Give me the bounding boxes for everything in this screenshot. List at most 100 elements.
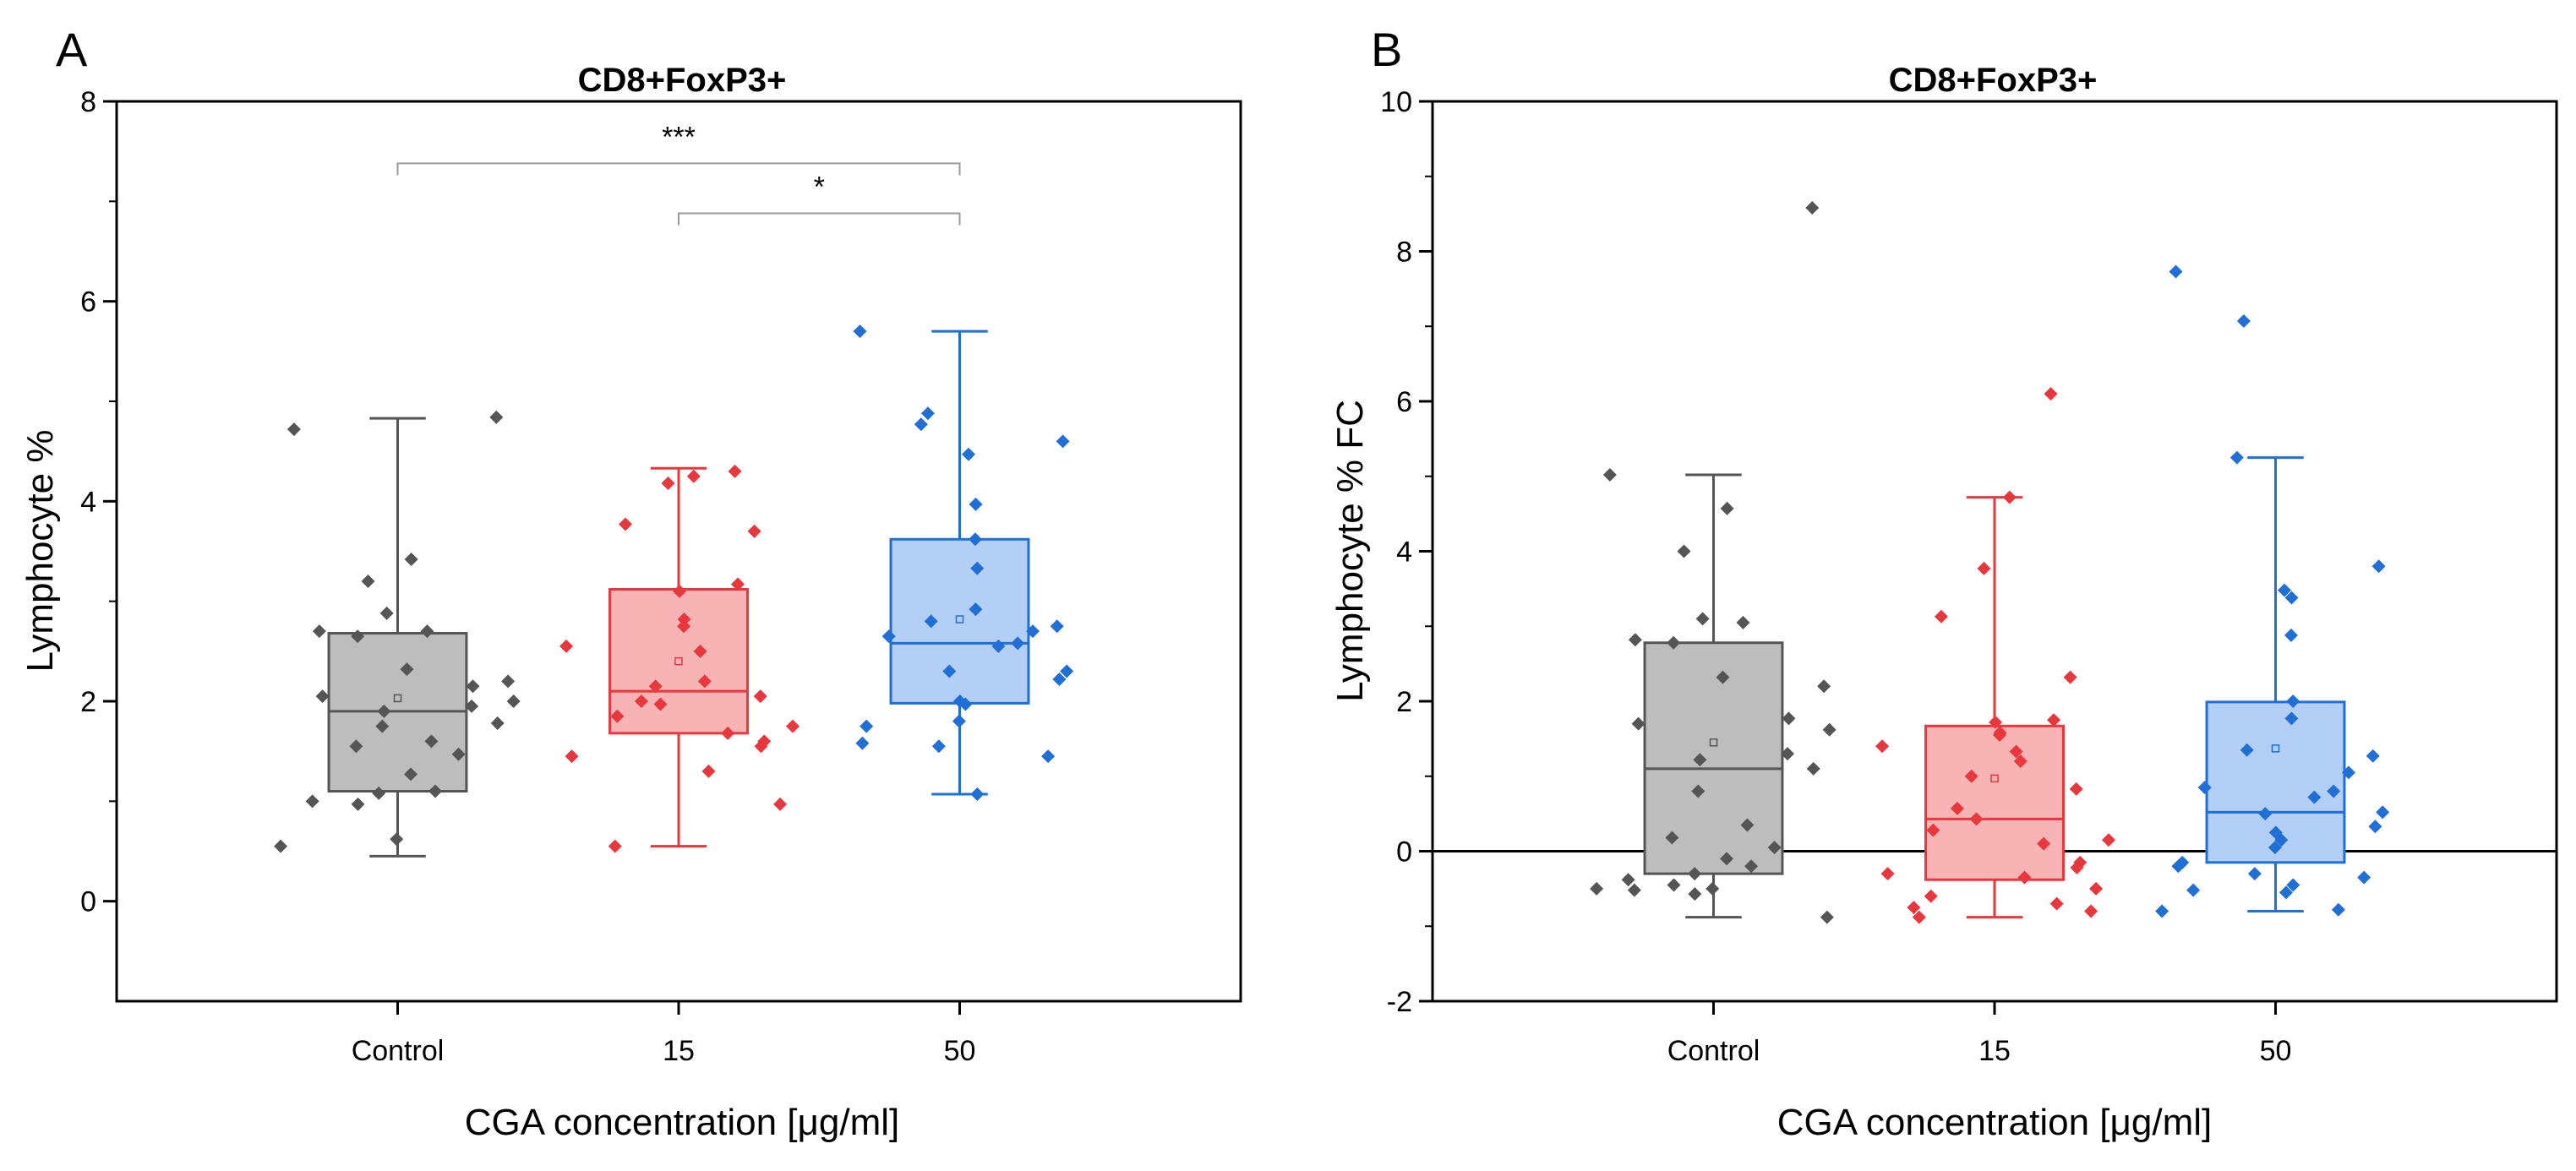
panel-b-y-axis-label: Lymphocyte % FC [1329,400,1371,702]
panel-b-15-data-point [2084,904,2098,918]
panel-b-15-data-point [1875,739,1890,754]
panel-b-50-data-point [2197,781,2212,795]
panel-b-control-data-point [1691,784,1706,798]
panel-a-50-mean-marker [955,615,964,624]
panel-b-15-data-point [1993,727,2007,742]
panel-a-control-data-point [420,624,434,639]
panel-a-50-data-point [970,561,985,575]
panel-b-x-axis-label: CGA concentration [μg/ml] [1777,1102,2212,1143]
panel-a-control-data-point [451,747,466,761]
panel-b-50-data-point [2341,765,2355,780]
panel-b-15-data-point [1964,769,1978,783]
panel-a-control-data-point [315,689,330,704]
panel-a-y-tick-label: 4 [80,486,96,518]
panel-b-plot-frame [1431,100,2558,1003]
panel-b-control-data-point [1822,722,1836,737]
panel-a-15-data-point [701,764,716,778]
panel-a-control-data-point [501,674,516,689]
panel-a-50-data-point [881,629,896,644]
panel-a-control-data-point [372,786,386,800]
panel-a-15-data-point [697,674,712,689]
panel-a-50-data-point [969,497,983,511]
panel-a-control-data-point [351,797,365,811]
panel-a-15-data-point [754,739,768,754]
panel-b-50-data-point [2376,805,2390,820]
panel-b-x-tick-label: 50 [2260,1035,2292,1067]
panel-a-15-data-point [661,477,675,491]
panel-a-significance-label: *** [662,121,696,153]
panel-a-y-axis-label: Lymphocyte % [19,430,61,673]
panel-b-control-data-point [1820,910,1834,924]
panel-a-control-data-point [349,739,363,754]
panel-b-control-data-point [1628,633,1642,647]
panel-b-y-tick-label: 10 [1380,86,1412,118]
panel-b-50-data-point [2307,790,2322,804]
panel-b-15-mean-marker [1990,774,1999,783]
panel-b-control-mean-marker [1709,738,1718,747]
panel-b-control-data-point [1688,867,1702,881]
panel-a-control-data-point [490,716,505,731]
panel-b-15-data-point [1969,812,1984,826]
panel-a-15-data-point [559,639,574,653]
panel-a-control-data-point [424,734,439,749]
panel-a-50-data-point [970,787,985,802]
panel-b-50-data-point [2155,904,2169,918]
panel-a-15-data-point [728,464,742,478]
panel-a-15-data-point [608,839,622,853]
panel-b-50-data-point [2229,450,2244,465]
panel-a-control-mean-marker [393,694,402,703]
panel-b-50-data-point [2236,314,2251,329]
panel-a-control-data-point [428,784,443,798]
panel-b-15-data-point [2063,670,2077,684]
panel-a-control-data-point [377,704,391,718]
panel-a-control-data-point [274,839,288,853]
panel-b-50-data-point [2284,711,2299,726]
panel-a-50-data-point [1056,434,1070,449]
panel-b-control-data-point [1782,711,1796,726]
panel-a-significance-bracket [678,212,961,226]
panel-a-50-data-point [920,406,935,421]
panel-a-50-data-point [853,324,867,339]
panel-a-y-tick-label: 0 [80,886,96,918]
panel-b-15-box [1924,724,2065,881]
panel-b-15-data-point [2070,861,2084,875]
panel-b-control-data-point [1602,467,1617,482]
panel-b-control-data-point [1667,635,1681,650]
panel-a-15-data-point [618,517,632,531]
panel-b-50-data-point [2284,591,2299,605]
panel-b-50-data-point [2169,264,2183,279]
panel-a-50-data-point [961,447,975,461]
panel-a-15-data-point [693,644,707,658]
panel-a-15-data-point [610,709,625,723]
panel-b-control-data-point [1695,612,1710,626]
panel-b-y-tick-label: -2 [1387,986,1412,1018]
panel-b-50-data-point [2286,694,2300,708]
panel-a-50-data-point [958,697,973,711]
panel-a-control-data-point [489,410,504,424]
panel-b-control-data-point [1720,501,1734,515]
panel-b-15-data-point [2009,744,2023,759]
panel-b-50-data-point [2331,902,2345,917]
panel-b-control-data-point [1667,878,1681,892]
panel-b-50-data-point [2240,743,2254,757]
panel-a-50-data-point [942,664,957,678]
panel-a-control-data-point [390,832,404,847]
panel-b-15-data-point [1934,609,1948,624]
panel-b-15-data-point [2069,782,2083,796]
panel-b-50-data-point [2247,867,2262,881]
panel-b-15-data-point [2013,754,2028,768]
panel-b-15-data-point [2049,896,2064,911]
panel-a-control-data-point [351,629,365,644]
panel-a-50-box [889,537,1030,705]
panel-b-control-data-point [1806,761,1820,776]
panel-a-x-axis-label: CGA concentration [μg/ml] [465,1102,899,1143]
panel-b: B CD8+FoxP3+ -2 0 2 4 6 8 10 Control 15 50 CGA co… [1329,23,2558,1143]
panel-b-15-data-point [1907,901,1921,915]
panel-a-y-tick-label: 6 [80,286,96,319]
panel-b-control-data-point [1688,887,1702,901]
panel-b-50-data-point [2366,749,2380,763]
panel-a-plot-frame [115,100,1242,1003]
panel-b-15-data-point [2047,713,2061,727]
